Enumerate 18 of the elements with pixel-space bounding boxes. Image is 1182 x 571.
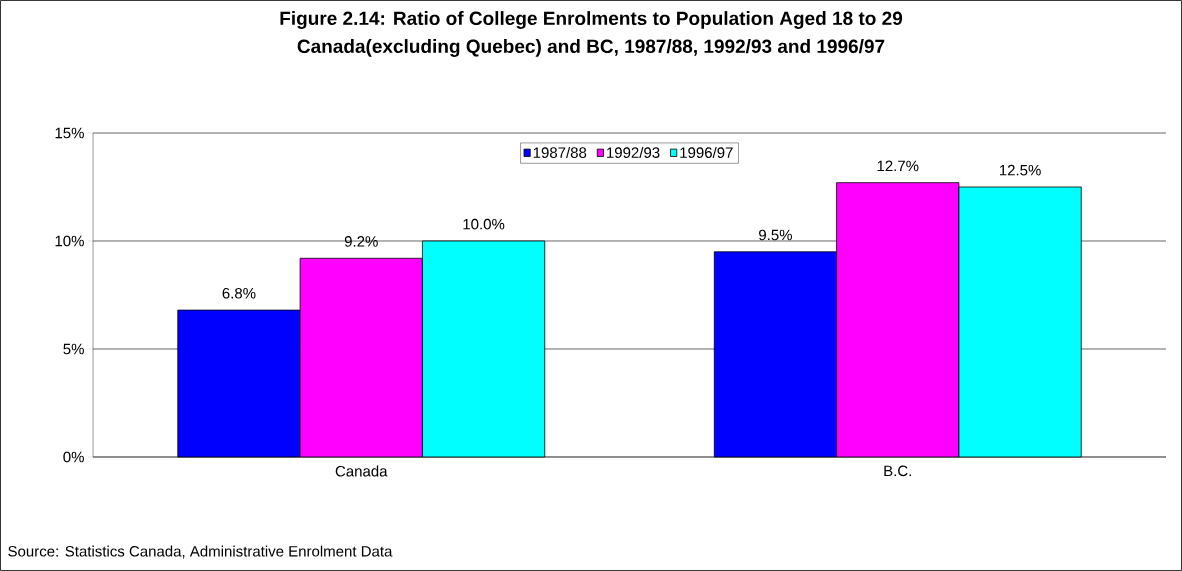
legend-label: 1987/88 [533, 146, 587, 158]
chart-subtitle: Canada(excluding Quebec) and BC, 1987/88, 1992/93 and 1996/97 [297, 39, 885, 57]
data-label: 9.2% [344, 236, 378, 247]
data-label: 6.8% [222, 287, 256, 299]
data-label: 10.0% [463, 218, 505, 230]
legend-label: 1992/93 [607, 146, 660, 158]
chart-title: Figure 2.14: Ratio of College Enrolments to Population Aged 18 to 29 [280, 11, 903, 29]
data-label: 12.7% [877, 160, 919, 172]
y-tick-label: 10% [55, 235, 84, 247]
x-tick-label: B.C. [884, 465, 911, 477]
legend-label: 1996/97 [680, 146, 733, 158]
y-tick-label: 5% [63, 343, 84, 355]
data-label: 12.5% [999, 164, 1041, 176]
source-note: Source: Statistics Canada, Administrative Enrolment Data [8, 545, 393, 559]
x-tick-label: Canada [335, 465, 388, 477]
y-tick-label: 15% [55, 127, 84, 139]
data-label: 9.5% [759, 229, 792, 241]
y-tick-label: 0% [63, 451, 84, 463]
